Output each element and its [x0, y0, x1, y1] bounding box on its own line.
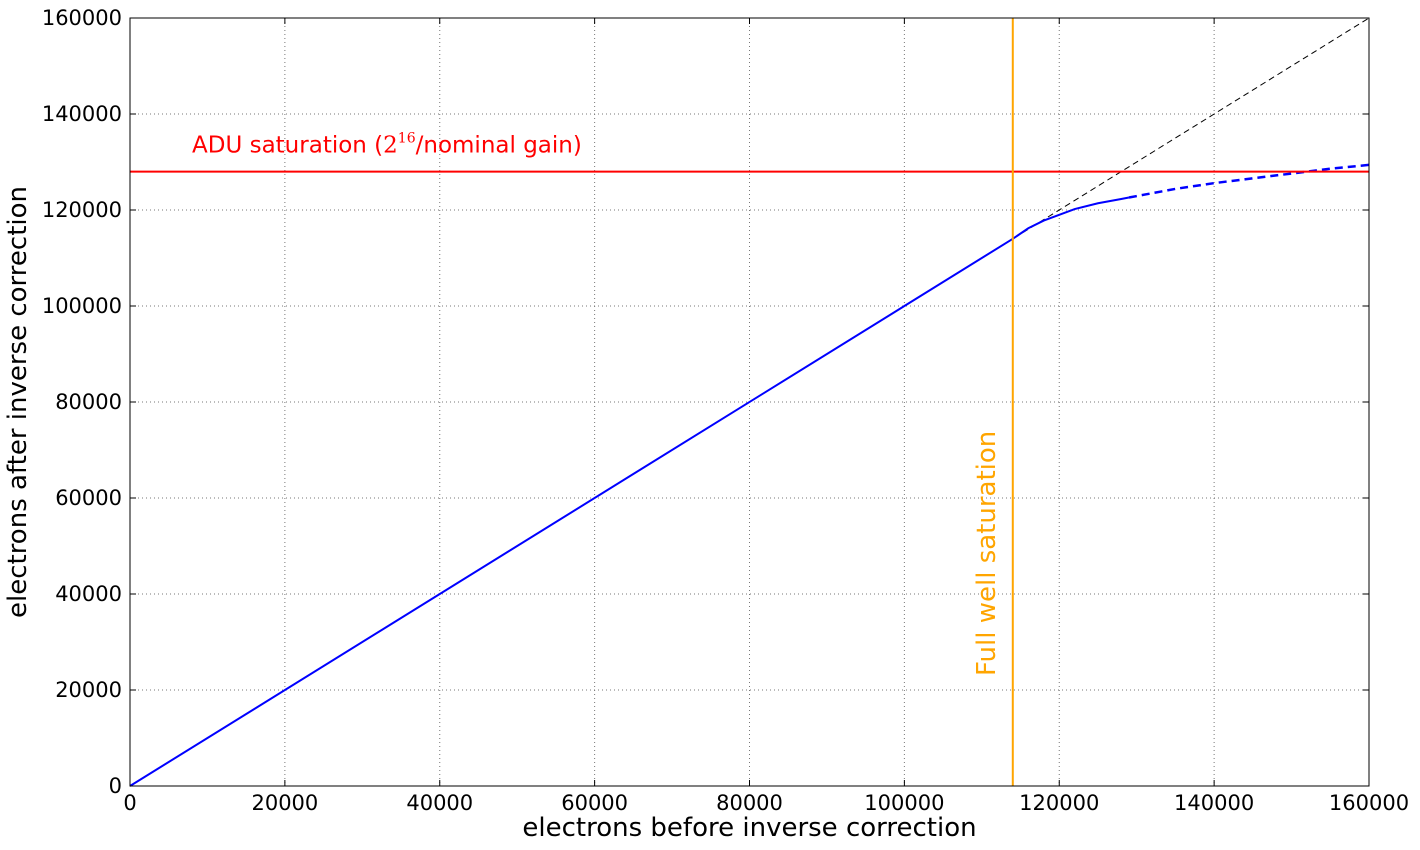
x-tick-label: 100000 [864, 791, 944, 815]
y-tick-label: 20000 [55, 678, 122, 702]
adu-saturation-label: ADU saturation (216/nominal gain) [192, 131, 582, 159]
x-tick-label: 160000 [1329, 791, 1409, 815]
reference-lines [130, 18, 1369, 786]
y-tick-label: 120000 [42, 198, 122, 222]
x-axis-label: electrons before inverse correction [522, 813, 976, 843]
x-tick-label: 20000 [251, 791, 318, 815]
x-tick-label: 120000 [1019, 791, 1099, 815]
axis-ticks: 0 20000 40000 60000 80000 100000 120000 140000 1… [42, 6, 1409, 815]
data-series [129, 17, 1370, 787]
y-tick-label: 0 [109, 774, 122, 798]
x-tick-label: 80000 [716, 791, 783, 815]
x-tick-label: 0 [123, 791, 136, 815]
y-tick-label: 60000 [55, 486, 122, 510]
y-axis-label: electrons after inverse correction [3, 186, 33, 618]
y-tick-label: 80000 [55, 390, 122, 414]
x-tick-label: 40000 [406, 791, 473, 815]
y-tick-label: 40000 [55, 582, 122, 606]
x-tick-label: 60000 [561, 791, 628, 815]
y-tick-label: 140000 [42, 102, 122, 126]
series-line-1 [129, 196, 1130, 787]
x-tick-label: 140000 [1174, 791, 1254, 815]
full-well-saturation-label: Full well saturation [972, 431, 1002, 676]
series-line-2 [1128, 163, 1370, 199]
y-tick-label: 100000 [42, 294, 122, 318]
y-tick-label: 160000 [42, 6, 122, 30]
